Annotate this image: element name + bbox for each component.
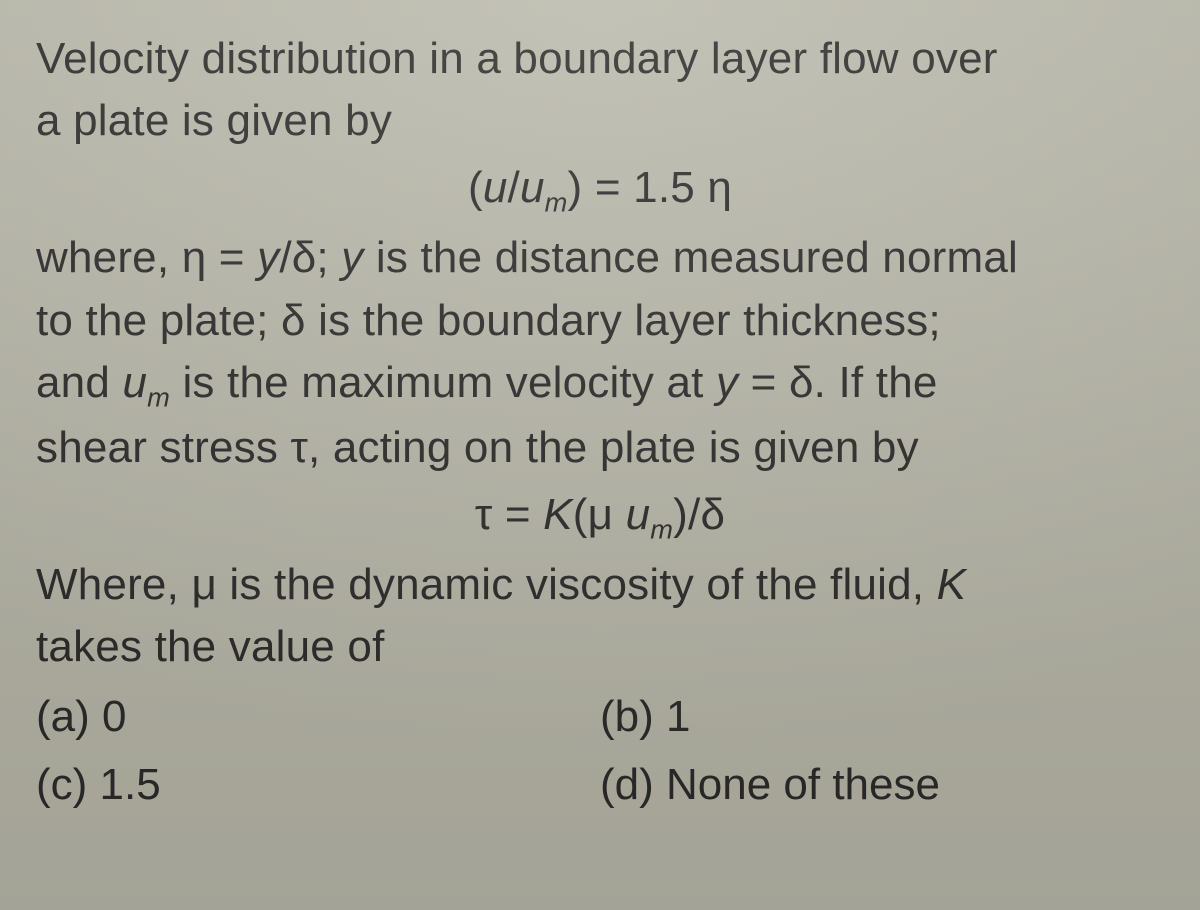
p2l1-y2: y: [341, 233, 376, 282]
p2l1-c: /δ;: [279, 233, 341, 282]
question-line-3: where, η = y/δ; y is the distance measur…: [36, 227, 1164, 289]
eq1-u: u: [483, 163, 508, 212]
eq2-sub-m: m: [650, 513, 673, 544]
eq1-rest: ) = 1.5 η: [568, 163, 732, 212]
p3l1-a: Where, μ is the dynamic viscosity of the…: [36, 560, 937, 609]
question-line-8: takes the value of: [36, 616, 1164, 678]
question-line-5: and um is the maximum velocity at y = δ.…: [36, 352, 1164, 417]
option-d[interactable]: (d) None of these: [600, 751, 1164, 819]
eq2-c: )/δ: [673, 490, 725, 539]
equation-2: τ = K(μ um)/δ: [36, 482, 1164, 550]
eq2-K: K: [543, 490, 573, 539]
eq2-u: u: [626, 490, 651, 539]
option-a[interactable]: (a) 0: [36, 683, 600, 751]
p2l3-y: y: [716, 358, 738, 407]
p2l1-a: where, η =: [36, 233, 257, 282]
equation-1: (u/um) = 1.5 η: [36, 155, 1164, 223]
question-line-4: to the plate; δ is the boundary layer th…: [36, 290, 1164, 352]
eq1-u2: u: [520, 163, 545, 212]
option-c[interactable]: (c) 1.5: [36, 751, 600, 819]
p3l1-K: K: [937, 560, 967, 609]
p2l1-y1: y: [257, 233, 279, 282]
question-line-6: shear stress τ, acting on the plate is g…: [36, 417, 1164, 479]
question-line-1: Velocity distribution in a boundary laye…: [36, 28, 1164, 90]
option-b[interactable]: (b) 1: [600, 683, 1164, 751]
question-line-7: Where, μ is the dynamic viscosity of the…: [36, 554, 1164, 616]
eq2-b: (μ: [573, 490, 626, 539]
p2l3-c: = δ. If the: [738, 358, 937, 407]
options-grid: (a) 0 (b) 1 (c) 1.5 (d) None of these: [36, 683, 1164, 819]
eq1-open: (: [468, 163, 483, 212]
question-line-2: a plate is given by: [36, 90, 1164, 152]
p2l3-a: and: [36, 358, 122, 407]
p2l1-e: is the distance measured normal: [376, 233, 1018, 282]
eq1-sub-m: m: [545, 186, 568, 217]
eq1-slash: /: [508, 163, 520, 212]
p2l3-b: is the maximum velocity at: [170, 358, 716, 407]
eq2-a: τ =: [475, 490, 543, 539]
p2l3-sub-m: m: [147, 381, 170, 412]
p2l3-u: u: [122, 358, 147, 407]
